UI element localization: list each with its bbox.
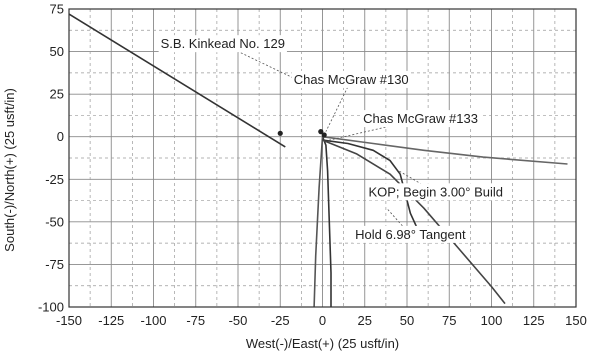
x-tick-label-9: 75 xyxy=(442,313,456,328)
x-tick-labels: -150 -125 -100 -75 -50 -25 0 25 50 75 100 125 150 xyxy=(56,313,587,328)
y-axis-label: South(-)/North(+) (25 usft/in) xyxy=(2,88,17,252)
annotation-background-1 xyxy=(291,70,411,88)
series-group xyxy=(68,13,568,308)
y-tick-label-3: 0 xyxy=(57,129,64,144)
annotation-label-1: Chas McGraw #130 xyxy=(294,72,409,87)
y-tick-label-4: -25 xyxy=(45,172,64,187)
annotation-group: S.B. Kinkead No. 129 Chas McGraw #130 Chas… xyxy=(158,35,506,243)
annotation-leader-1 xyxy=(325,79,352,132)
y-tick-label-1: 50 xyxy=(50,44,64,59)
annotation-background-3 xyxy=(366,183,506,201)
x-tick-label-1: -125 xyxy=(98,313,124,328)
annotation-background-2 xyxy=(361,110,480,128)
series-line-0 xyxy=(68,13,286,148)
series-line-2 xyxy=(313,136,324,308)
x-tick-label-3: -75 xyxy=(186,313,205,328)
annotation-background-4 xyxy=(353,225,469,243)
series-line-3 xyxy=(322,139,422,236)
annotation-leader-3 xyxy=(398,170,436,193)
marker-group xyxy=(277,129,327,138)
y-tick-label-0: 75 xyxy=(50,2,64,17)
x-tick-label-7: 25 xyxy=(358,313,372,328)
annotation-label-4: Hold 6.98° Tangent xyxy=(355,227,466,242)
annotation-background-0 xyxy=(158,35,287,53)
plot-frame xyxy=(68,8,577,308)
x-tick-label-0: -150 xyxy=(56,313,82,328)
y-tick-label-7: -100 xyxy=(38,300,64,315)
y-tick-label-6: -75 xyxy=(45,257,64,272)
series-line-5 xyxy=(322,135,568,165)
y-tick-labels: 75 50 25 0 -25 -50 -75 -100 xyxy=(38,2,64,315)
annotation-label-2: Chas McGraw #133 xyxy=(363,111,478,126)
x-tick-label-10: 100 xyxy=(481,313,503,328)
well-marker-0 xyxy=(277,130,283,136)
x-tick-label-6: 0 xyxy=(319,313,326,328)
x-tick-label-4: -50 xyxy=(229,313,248,328)
x-axis-label: West(-)/East(+) (25 usft/in) xyxy=(246,336,399,351)
annotation-leader-0 xyxy=(222,43,303,83)
x-tick-label-8: 50 xyxy=(400,313,414,328)
y-tick-label-2: 25 xyxy=(50,87,64,102)
x-tick-label-12: 150 xyxy=(565,313,587,328)
x-tick-label-2: -100 xyxy=(140,313,166,328)
well-marker-2 xyxy=(321,132,327,138)
series-line-4 xyxy=(322,139,506,305)
x-tick-label-11: 125 xyxy=(523,313,545,328)
well-marker-1 xyxy=(318,129,324,135)
annotation-label-0: S.B. Kinkead No. 129 xyxy=(161,36,285,51)
x-tick-label-5: -25 xyxy=(271,313,290,328)
y-tick-label-5: -50 xyxy=(45,214,64,229)
annotation-label-3: KOP; Begin 3.00° Build xyxy=(368,184,503,199)
series-line-1 xyxy=(321,136,332,307)
